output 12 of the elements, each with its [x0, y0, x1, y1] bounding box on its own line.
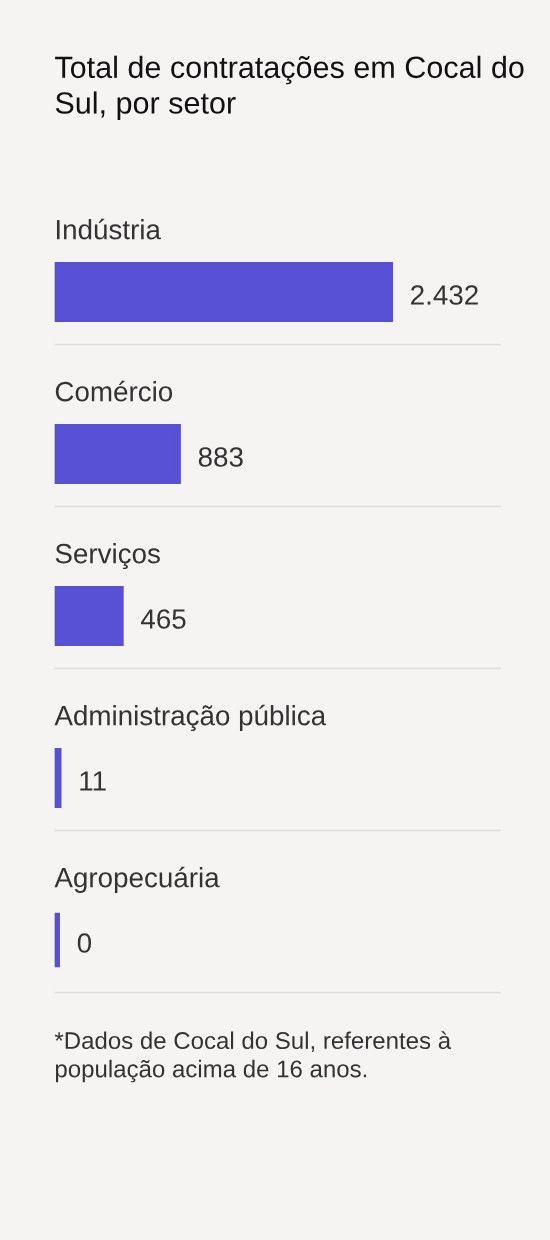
y-tick-label: Serviços	[55, 543, 160, 570]
y-tick-label: Comércio	[55, 380, 173, 402]
data-label: 2.432	[411, 285, 478, 305]
y-tick-label: Administração pública	[54, 704, 327, 732]
y-tick-label: Agropecuária	[54, 866, 220, 893]
data-label: 465	[141, 609, 186, 629]
data-label: 0	[77, 933, 92, 953]
text: *Dados de Cocal do Sul, referentes à população acima de 16 anos.	[54, 1031, 452, 1083]
data-label: 883	[198, 447, 243, 467]
y-tick-label: Indústria	[56, 218, 161, 240]
data-label: 11	[80, 771, 106, 791]
chart-title: Total de contratações em Cocal do Sul, por setor	[55, 55, 524, 120]
